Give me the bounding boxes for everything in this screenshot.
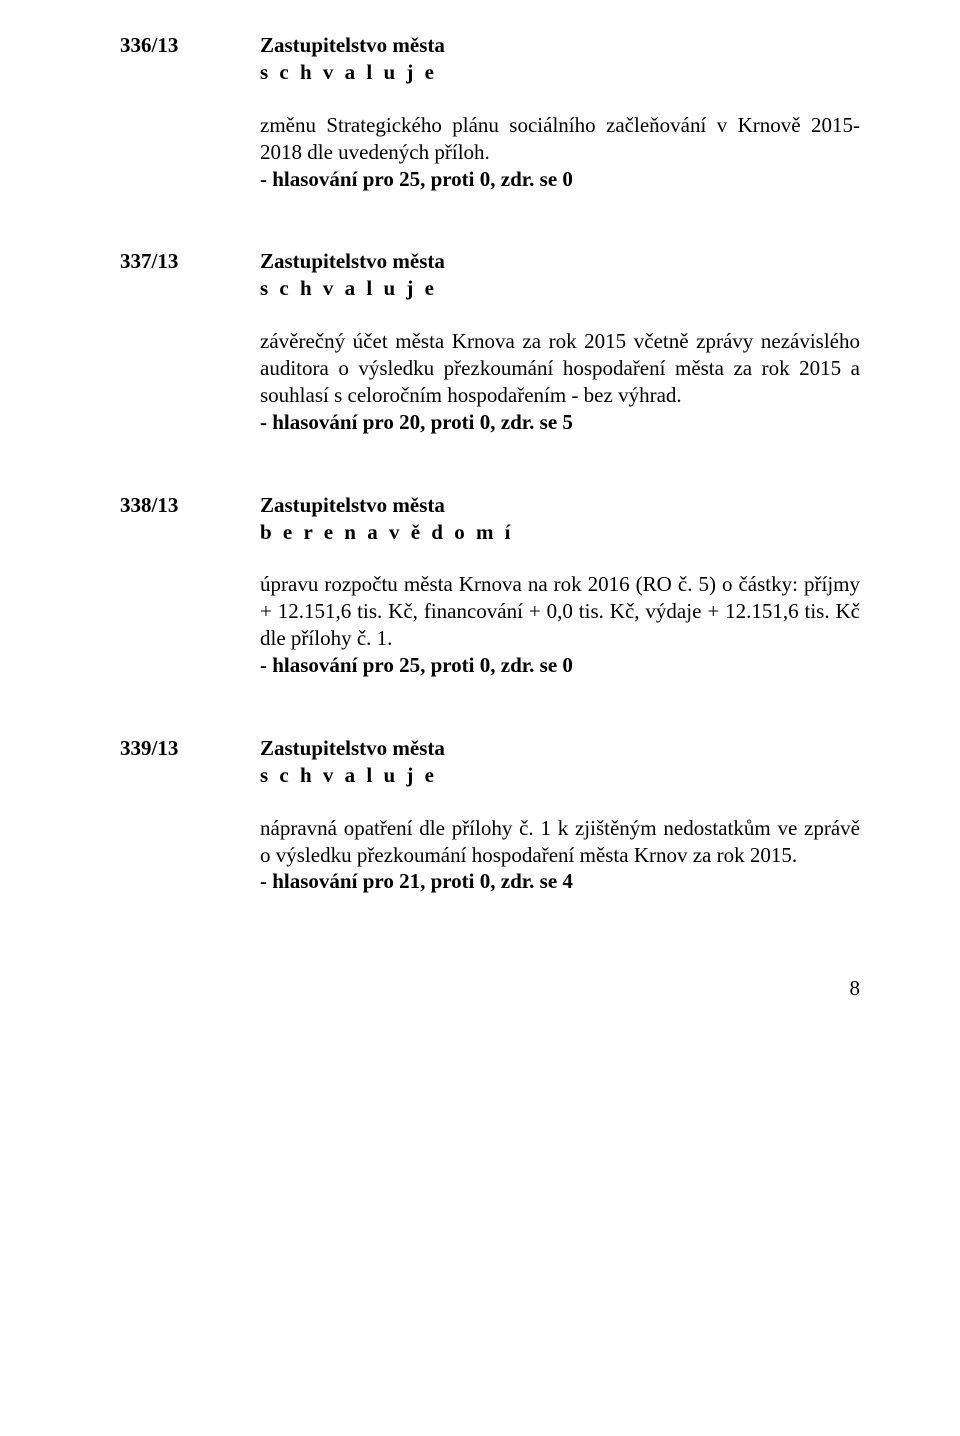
entry-body: závěrečný účet města Krnova za rok 2015 … [260, 328, 860, 436]
entry-number: 338/13 [120, 492, 260, 519]
entry-339: 339/13 Zastupitelstvo města s c h v a l … [120, 735, 860, 895]
page-number: 8 [120, 951, 860, 1002]
entry-subheading-row: b e r e n a v ě d o m í [120, 519, 860, 546]
entry-vote: - hlasování pro 25, proti 0, zdr. se 0 [260, 653, 573, 677]
entry-subheading: s c h v a l u j e [260, 59, 860, 86]
entry-337: 337/13 Zastupitelstvo města s c h v a l … [120, 248, 860, 435]
entry-body-text: úpravu rozpočtu města Krnova na rok 2016… [260, 572, 860, 650]
entry-subheading-row: s c h v a l u j e [120, 59, 860, 86]
entry-body: změnu Strategického plánu sociálního zač… [260, 112, 860, 193]
spacer [120, 302, 860, 328]
entry-subheading-row: s c h v a l u j e [120, 762, 860, 789]
entry-body-row: závěrečný účet města Krnova za rok 2015 … [120, 328, 860, 436]
entry-body-row: nápravná opatření dle přílohy č. 1 k zji… [120, 815, 860, 896]
entry-338: 338/13 Zastupitelstvo města b e r e n a … [120, 492, 860, 679]
entry-body: úpravu rozpočtu města Krnova na rok 2016… [260, 571, 860, 679]
spacer [120, 789, 860, 815]
entry-body: nápravná opatření dle přílohy č. 1 k zji… [260, 815, 860, 896]
spacer [120, 545, 860, 571]
entry-subheading-row: s c h v a l u j e [120, 275, 860, 302]
entry-body-row: úpravu rozpočtu města Krnova na rok 2016… [120, 571, 860, 679]
entry-header-row: 338/13 Zastupitelstvo města [120, 492, 860, 519]
entry-number: 337/13 [120, 248, 260, 275]
entry-subheading: s c h v a l u j e [260, 762, 860, 789]
entry-number: 339/13 [120, 735, 260, 762]
entry-heading: Zastupitelstvo města [260, 735, 860, 762]
entry-heading: Zastupitelstvo města [260, 32, 860, 59]
entry-heading: Zastupitelstvo města [260, 492, 860, 519]
entry-header-row: 337/13 Zastupitelstvo města [120, 248, 860, 275]
spacer [120, 86, 860, 112]
entry-vote: - hlasování pro 20, proti 0, zdr. se 5 [260, 410, 573, 434]
entry-body-row: změnu Strategického plánu sociálního zač… [120, 112, 860, 193]
entry-336: 336/13 Zastupitelstvo města s c h v a l … [120, 32, 860, 192]
entry-body-text: nápravná opatření dle přílohy č. 1 k zji… [260, 816, 860, 867]
entry-header-row: 339/13 Zastupitelstvo města [120, 735, 860, 762]
entry-body-text: závěrečný účet města Krnova za rok 2015 … [260, 329, 860, 407]
entry-heading: Zastupitelstvo města [260, 248, 860, 275]
entry-body-text: změnu Strategického plánu sociálního zač… [260, 113, 860, 164]
entry-vote: - hlasování pro 21, proti 0, zdr. se 4 [260, 869, 573, 893]
entry-header-row: 336/13 Zastupitelstvo města [120, 32, 860, 59]
entry-subheading: b e r e n a v ě d o m í [260, 519, 860, 546]
entry-subheading: s c h v a l u j e [260, 275, 860, 302]
entry-number: 336/13 [120, 32, 260, 59]
entry-vote: - hlasování pro 25, proti 0, zdr. se 0 [260, 167, 573, 191]
